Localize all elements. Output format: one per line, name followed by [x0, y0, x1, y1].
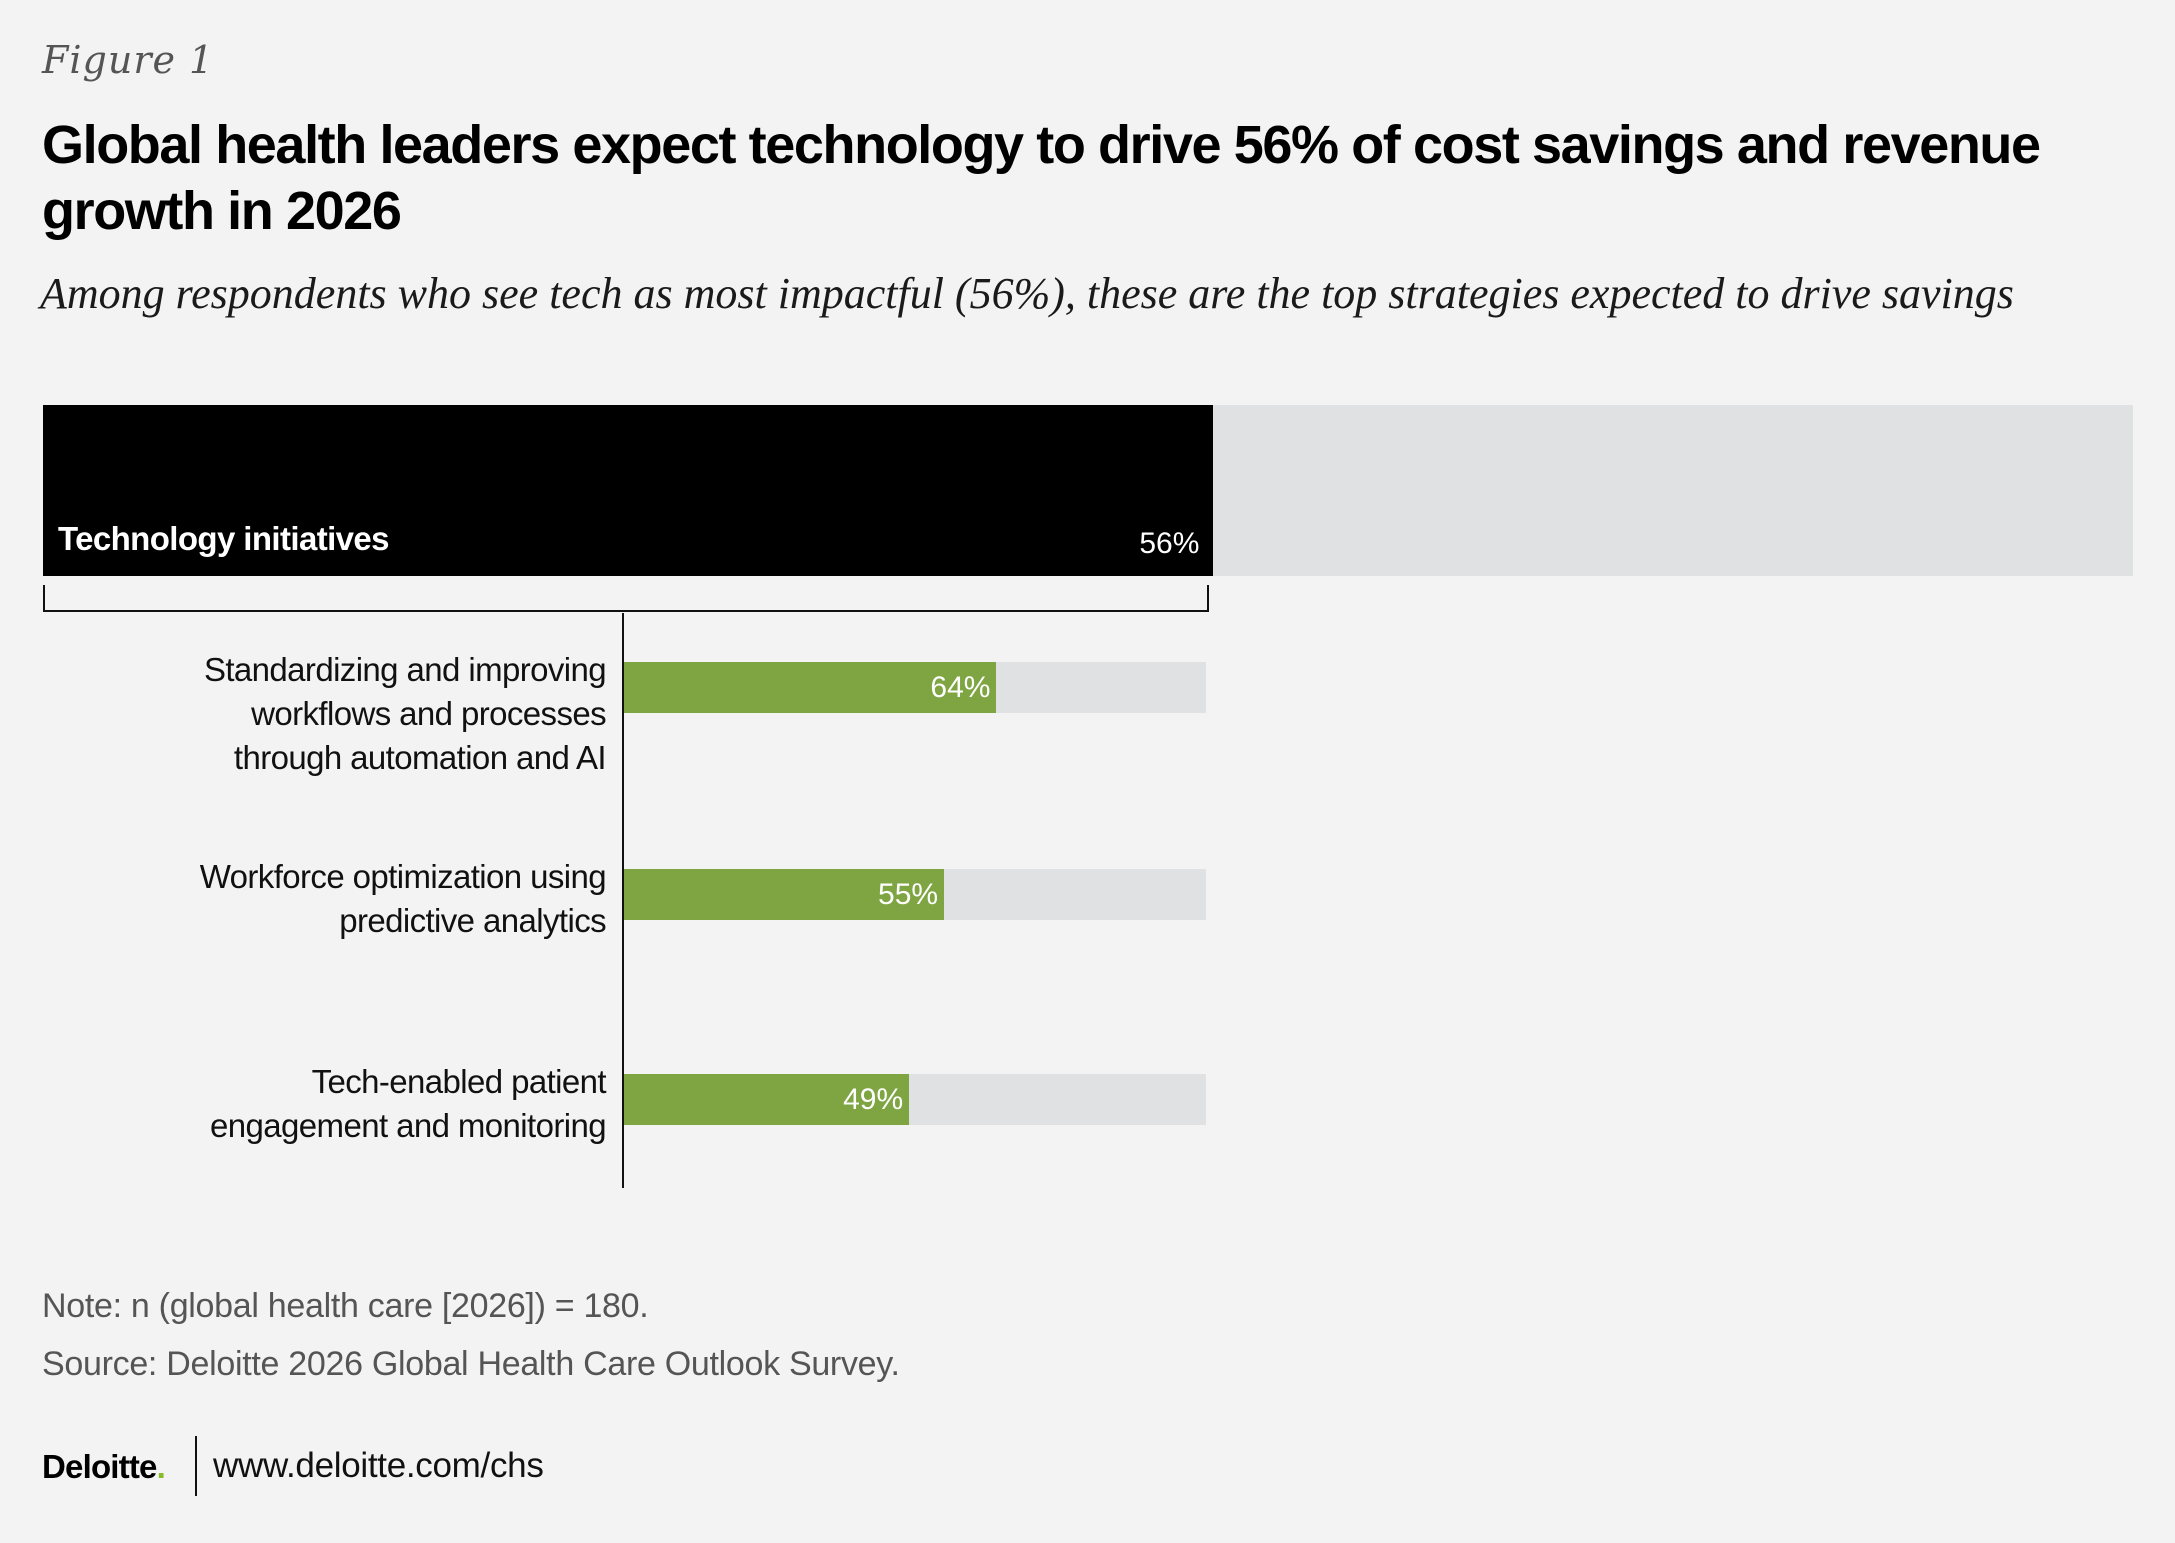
- category-label-line: engagement and monitoring: [210, 1107, 607, 1144]
- category-label: Standardizing and improving workflows and…: [100, 648, 607, 780]
- overall-bar-technology-initiatives: [43, 405, 1214, 576]
- category-label-line: Tech-enabled patient: [311, 1063, 607, 1100]
- category-label-line: through automation and AI: [233, 739, 607, 776]
- brand-name: Deloitte: [42, 1448, 157, 1485]
- footer-divider: [195, 1436, 197, 1496]
- footer-url: www.deloitte.com/chs: [213, 1446, 544, 1485]
- overall-bar-value-label: 56%: [1139, 527, 1200, 560]
- brand-dot: .: [156, 1448, 166, 1485]
- category-label-line: workflows and processes: [251, 695, 606, 732]
- overall-bar-label: Technology initiatives: [58, 520, 390, 557]
- bar: [624, 1074, 910, 1125]
- chart-note: Note: n (global health care [2026]) = 18…: [42, 1287, 649, 1325]
- chart-source: Source: Deloitte 2026 Global Health Care…: [42, 1345, 900, 1383]
- deloitte-logo: Deloitte.: [42, 1448, 166, 1486]
- bar-value-label: 55%: [878, 878, 939, 911]
- bar-value-label: 64%: [930, 671, 991, 704]
- bar: [624, 869, 945, 920]
- category-label: Tech-enabled patient engagement and monit…: [100, 1060, 607, 1148]
- category-label-line: Standardizing and improving: [203, 651, 607, 688]
- category-axis-line: [622, 613, 624, 1188]
- breakdown-bracket: [43, 585, 1210, 612]
- chart-subtitle: Among respondents who see tech as most i…: [40, 269, 2014, 318]
- category-label-line: Workforce optimization using: [199, 858, 607, 895]
- bar-value-label: 49%: [843, 1083, 904, 1116]
- category-label: Workforce optimization using predictive a…: [100, 855, 607, 943]
- category-label-line: predictive analytics: [339, 902, 606, 939]
- bar: [624, 662, 997, 713]
- chart-title: Global health leaders expect technology …: [42, 115, 2041, 241]
- figure-label: Figure 1: [42, 38, 215, 82]
